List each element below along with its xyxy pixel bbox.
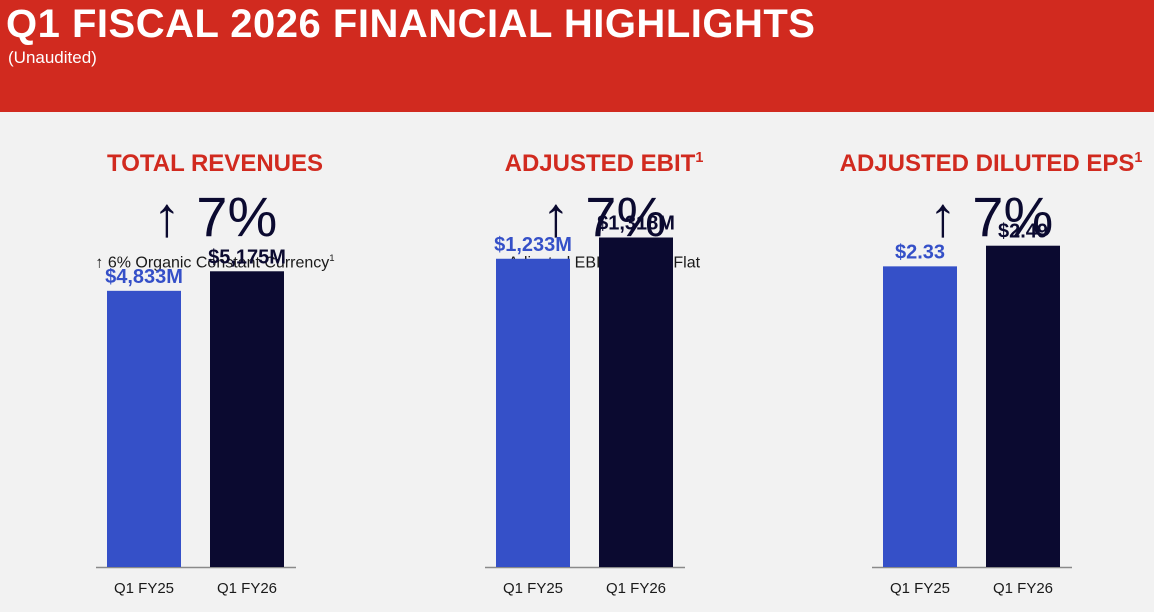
- ebit-value-label: $1,318M: [597, 213, 675, 235]
- ebit-category-label: Q1 FY26: [606, 580, 666, 597]
- header-banner: Q1 FISCAL 2026 FINANCIAL HIGHLIGHTS (Una…: [0, 0, 1154, 112]
- ebit-category-label: Q1 FY25: [503, 580, 563, 597]
- ebit-value-label: $1,233M: [494, 234, 572, 256]
- eps-title: ADJUSTED DILUTED EPS1: [839, 150, 1143, 177]
- revenue-value-label: $5,175M: [208, 246, 286, 268]
- revenue-bar-q1-fy26: [210, 271, 284, 567]
- revenue-value-label: $4,833M: [105, 266, 183, 288]
- revenue-category-label: Q1 FY26: [217, 580, 277, 597]
- eps-bar-chart: $2.33 Q1 FY25 $2.49 Q1 FY26: [872, 221, 1072, 597]
- eps-category-label: Q1 FY26: [993, 580, 1053, 597]
- revenue-bar-q1-fy25: [107, 290, 181, 567]
- page-subtitle: (Unaudited): [8, 48, 97, 67]
- revenue-note: ↑ 6% Organic Constant Currency1: [95, 253, 335, 272]
- revenue-bar-chart: $4,833M Q1 FY25 $5,175M Q1 FY26: [96, 246, 296, 597]
- ebit-title: ADJUSTED EBIT1: [504, 150, 704, 177]
- ebit-growth: ↑ 7%: [541, 185, 667, 248]
- eps-growth: ↑ 7%: [928, 185, 1054, 248]
- eps-bar-q1-fy25: [883, 266, 957, 567]
- revenue-title: TOTAL REVENUES: [106, 150, 324, 177]
- page-title: Q1 FISCAL 2026 FINANCIAL HIGHLIGHTS: [6, 2, 816, 46]
- ebit-bar-chart: $1,233M Q1 FY25 $1,318M Q1 FY26: [485, 213, 685, 597]
- eps-bar-q1-fy26: [986, 245, 1060, 567]
- ebit-bar-q1-fy26: [599, 237, 673, 567]
- ebit-bar-q1-fy25: [496, 258, 570, 567]
- eps-value-label: $2.33: [895, 241, 945, 263]
- eps-panel: ADJUSTED DILUTED EPS1 ↑ 7% $2.33 Q1 FY25 $…: [796, 150, 1154, 612]
- revenue-category-label: Q1 FY25: [114, 580, 174, 597]
- eps-value-label: $2.49: [998, 221, 1048, 243]
- ebit-panel: ADJUSTED EBIT1 ↑ 7% Adjusted EBIT1 Margi…: [409, 150, 799, 612]
- revenue-panel: TOTAL REVENUES ↑ 7% ↑ 6% Organic Constan…: [20, 150, 410, 612]
- revenue-growth: ↑ 7%: [152, 185, 278, 248]
- eps-category-label: Q1 FY25: [890, 580, 950, 597]
